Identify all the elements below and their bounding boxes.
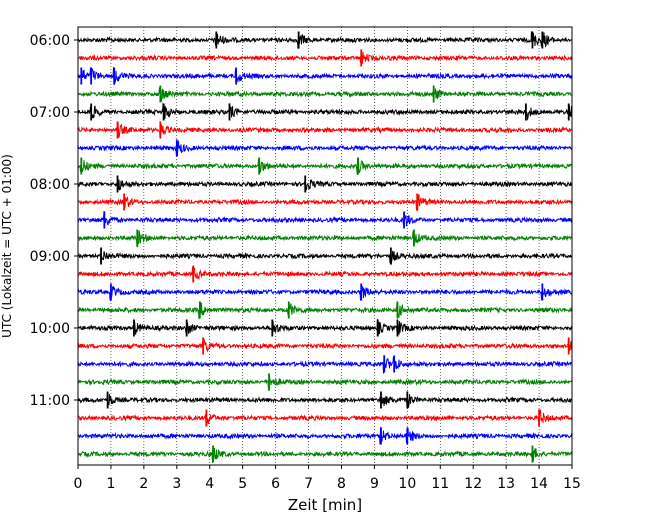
x-tick-label: 7	[304, 476, 313, 492]
x-tick-label: 14	[530, 476, 548, 492]
y-tick-label: 08:00	[30, 177, 70, 193]
x-tick-label: 3	[172, 476, 181, 492]
trace-0815-line	[77, 193, 573, 211]
trace-1145-line	[77, 447, 573, 463]
trace-0615-line	[77, 50, 573, 64]
x-tick-label: 8	[337, 476, 346, 492]
y-tick-label: 09:00	[30, 249, 70, 265]
y-axis-ticks: 06:00 07:00 08:00 09:00 10:00 11:00	[30, 33, 78, 409]
x-tick-label: 9	[370, 476, 379, 492]
trace-0915-line	[77, 266, 573, 282]
x-tick-label: 13	[497, 476, 515, 492]
trace-0800-line	[77, 178, 573, 191]
trace-1115-line	[77, 408, 573, 428]
trace-0900-line	[77, 250, 573, 265]
x-tick-label: 15	[563, 476, 581, 492]
x-tick-label: 5	[238, 476, 247, 492]
trace-0630-line	[77, 67, 573, 86]
y-axis-label: UTC (Lokalzeit = UTC + 01:00)	[0, 154, 14, 338]
trace-1045-line	[77, 376, 573, 391]
x-tick-label: 6	[271, 476, 280, 492]
trace-0715-line	[77, 121, 573, 138]
y-tick-label: 11:00	[30, 393, 70, 409]
trace-1000-line	[77, 319, 573, 336]
x-tick-label: 0	[74, 476, 83, 492]
x-tick-label: 10	[398, 476, 416, 492]
x-axis-ticks: 0 1 2 3 4 5 6 7 8 9 10 11 12 13 14 15	[74, 465, 581, 492]
trace-1130-line	[77, 426, 573, 445]
trace-0945-line	[77, 301, 573, 320]
trace-0745-line	[77, 157, 573, 176]
y-tick-label: 07:00	[30, 105, 70, 121]
trace-1100-line	[77, 392, 573, 408]
y-tick-label: 10:00	[30, 321, 70, 337]
trace-0930-line	[77, 285, 573, 301]
x-tick-label: 1	[106, 476, 115, 492]
x-tick-label: 4	[205, 476, 214, 492]
y-tick-label: 06:00	[30, 33, 70, 49]
vertical-grid	[110, 27, 540, 465]
x-axis-label: Zeit [min]	[288, 496, 362, 514]
trace-1015-line	[77, 338, 573, 353]
plot-frame	[77, 26, 573, 466]
seismic-traces	[77, 31, 573, 463]
trace-0830-line	[77, 211, 573, 227]
x-tick-label: 12	[464, 476, 482, 492]
trace-0700-line	[77, 102, 573, 121]
trace-1030-line	[77, 355, 572, 374]
trace-0600-line	[77, 31, 573, 49]
x-tick-label: 2	[139, 476, 148, 492]
x-tick-label: 11	[431, 476, 449, 492]
trace-0845-line	[77, 230, 573, 248]
trace-0730-line	[77, 139, 573, 157]
trace-0645-line	[77, 87, 573, 102]
